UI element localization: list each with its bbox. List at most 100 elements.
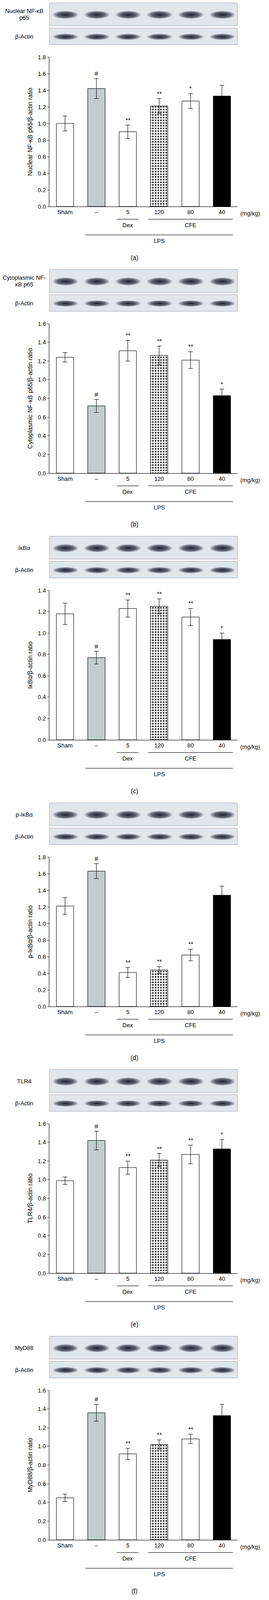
svg-text:5: 5	[125, 208, 130, 216]
svg-text:1.4: 1.4	[37, 586, 46, 594]
svg-text:1.4: 1.4	[37, 86, 46, 94]
svg-text:0.4: 0.4	[37, 968, 46, 976]
svg-text:1.2: 1.2	[37, 902, 46, 910]
svg-text:0.6: 0.6	[37, 952, 46, 959]
svg-text:0.2: 0.2	[37, 186, 46, 194]
svg-text:CFE: CFE	[184, 487, 197, 495]
svg-text:Dex: Dex	[122, 754, 134, 761]
svg-text:(mg/kg): (mg/kg)	[240, 1008, 261, 1016]
svg-text:0.6: 0.6	[37, 413, 46, 421]
svg-text:1.0: 1.0	[37, 919, 46, 926]
svg-text:LPS: LPS	[153, 769, 165, 777]
svg-text:1.6: 1.6	[37, 1119, 46, 1126]
svg-text:**: **	[156, 90, 162, 98]
svg-text:CFE: CFE	[184, 1020, 197, 1028]
svg-text:80: 80	[187, 474, 194, 482]
svg-text:5: 5	[125, 474, 130, 482]
svg-text:**: **	[125, 957, 131, 965]
svg-text:LPS: LPS	[153, 237, 165, 244]
svg-text:0.2: 0.2	[37, 714, 46, 721]
svg-text:Dex: Dex	[122, 487, 134, 495]
svg-text:LPS: LPS	[153, 1036, 165, 1043]
svg-text:120: 120	[154, 1007, 165, 1015]
svg-text:40: 40	[218, 474, 226, 482]
svg-text:1.6: 1.6	[37, 320, 46, 327]
svg-text:(mg/kg): (mg/kg)	[240, 742, 261, 750]
svg-text:#: #	[94, 1393, 99, 1402]
svg-text:0.8: 0.8	[37, 1459, 46, 1467]
svg-text:0.0: 0.0	[37, 1002, 46, 1009]
svg-text:*: *	[220, 380, 224, 388]
svg-text:–: –	[94, 741, 99, 748]
svg-text:Dex: Dex	[122, 1553, 134, 1560]
svg-text:#: #	[94, 390, 99, 398]
svg-text:40: 40	[218, 1007, 226, 1015]
svg-text:0.8: 0.8	[37, 394, 46, 402]
svg-text:0.6: 0.6	[37, 153, 46, 161]
svg-text:**: **	[156, 337, 162, 345]
svg-text:*: *	[220, 623, 224, 631]
svg-text:p-IκBα/β-actin ratio: p-IκBα/β-actin ratio	[26, 903, 34, 957]
svg-text:**: **	[156, 1143, 162, 1151]
svg-text:0.0: 0.0	[37, 1534, 46, 1542]
svg-text:0.4: 0.4	[37, 1496, 46, 1504]
svg-text:120: 120	[154, 474, 165, 482]
svg-text:80: 80	[187, 1007, 194, 1015]
svg-text:0.0: 0.0	[37, 203, 46, 210]
svg-text:1.0: 1.0	[37, 1440, 46, 1448]
svg-text:1.2: 1.2	[37, 357, 46, 365]
svg-text:LPS: LPS	[153, 1302, 165, 1310]
svg-text:5: 5	[125, 1273, 130, 1281]
svg-text:Nuclear NF-κB p65/β-actin rati: Nuclear NF-κB p65/β-actin ratio	[26, 87, 34, 176]
svg-text:(mg/kg): (mg/kg)	[240, 476, 261, 483]
svg-text:**: **	[156, 956, 162, 964]
svg-text:1.6: 1.6	[37, 869, 46, 877]
svg-text:CFE: CFE	[184, 1553, 197, 1560]
svg-text:80: 80	[187, 1273, 194, 1281]
svg-text:1.6: 1.6	[37, 1385, 46, 1393]
svg-text:0.2: 0.2	[37, 1515, 46, 1523]
svg-text:–: –	[94, 474, 99, 482]
svg-text:40: 40	[218, 741, 226, 748]
svg-text:**: **	[156, 589, 162, 597]
svg-text:**: **	[188, 1423, 194, 1432]
svg-text:**: **	[125, 116, 131, 124]
svg-text:5: 5	[125, 1540, 130, 1547]
svg-text:Sham: Sham	[57, 474, 73, 482]
svg-text:5: 5	[125, 741, 130, 748]
svg-text:0.6: 0.6	[37, 1212, 46, 1220]
svg-text:0.8: 0.8	[37, 935, 46, 943]
svg-text:–: –	[94, 1007, 99, 1015]
svg-text:1.4: 1.4	[37, 338, 46, 346]
svg-text:0.0: 0.0	[37, 735, 46, 743]
svg-text:0.6: 0.6	[37, 1478, 46, 1486]
svg-text:LPS: LPS	[153, 1568, 165, 1576]
svg-text:40: 40	[218, 208, 226, 216]
svg-text:**: **	[125, 1437, 131, 1445]
svg-text:40: 40	[218, 1540, 226, 1547]
svg-text:0.0: 0.0	[37, 469, 46, 477]
svg-text:1.8: 1.8	[37, 53, 46, 61]
svg-text:1.6: 1.6	[37, 70, 46, 78]
svg-text:0.2: 0.2	[37, 1249, 46, 1257]
svg-text:1.0: 1.0	[37, 120, 46, 127]
svg-text:Cytoplasmic NF-κB p65/β-actin: Cytoplasmic NF-κB p65/β-actin ratio	[26, 347, 34, 449]
svg-text:#: #	[94, 69, 99, 78]
svg-text:120: 120	[154, 1540, 165, 1547]
svg-text:*: *	[220, 1129, 224, 1137]
svg-text:0.2: 0.2	[37, 985, 46, 993]
svg-text:Sham: Sham	[57, 1007, 73, 1015]
svg-text:80: 80	[187, 208, 194, 216]
svg-text:IκBα/β-actin ratio: IκBα/β-actin ratio	[26, 640, 34, 688]
svg-text:120: 120	[154, 741, 165, 748]
svg-text:Sham: Sham	[57, 208, 73, 216]
svg-text:–: –	[94, 1273, 99, 1281]
svg-text:1.2: 1.2	[37, 607, 46, 615]
svg-text:0.0: 0.0	[37, 1268, 46, 1276]
svg-text:120: 120	[154, 1273, 165, 1281]
svg-text:40: 40	[218, 1273, 226, 1281]
svg-text:Dex: Dex	[122, 221, 134, 229]
svg-text:**: **	[188, 598, 194, 607]
svg-text:MyD88/β-actin ratio: MyD88/β-actin ratio	[26, 1435, 34, 1491]
svg-text:0.6: 0.6	[37, 671, 46, 679]
